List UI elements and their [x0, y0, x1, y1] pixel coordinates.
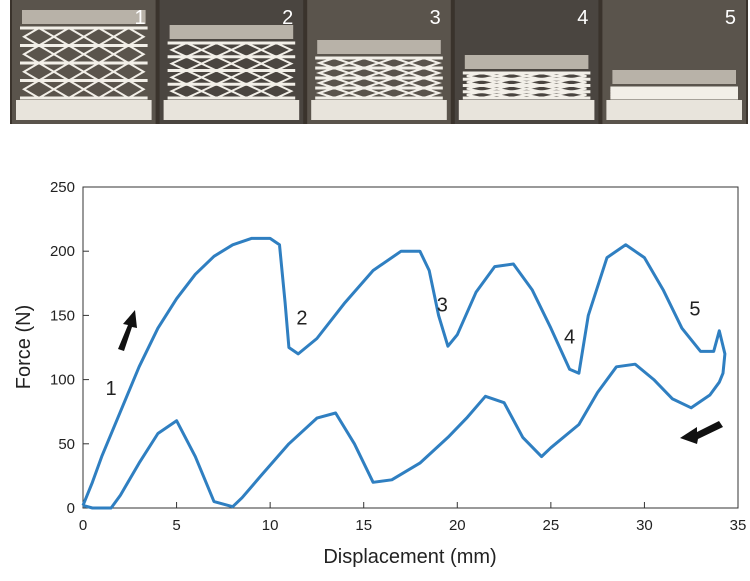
photo-strip: 1 2 3 4 5: [10, 0, 748, 124]
lattice-cell: [258, 55, 294, 72]
lattice-cell: [556, 84, 587, 93]
photo-label: 4: [577, 7, 588, 29]
photo-label: 3: [430, 7, 441, 29]
lattice-cell: [111, 79, 146, 100]
state-annotation: 2: [296, 307, 307, 329]
y-tick-label: 150: [50, 307, 75, 324]
x-tick-label: 35: [730, 517, 747, 534]
y-axis-label: Force (N): [13, 305, 35, 389]
force-curve: [81, 236, 727, 510]
base: [606, 100, 742, 120]
base: [311, 100, 447, 120]
platen: [464, 55, 589, 69]
y-tick-label: 200: [50, 243, 75, 260]
y-tick-label: 0: [67, 500, 75, 517]
lattice-cell: [704, 94, 735, 100]
lattice-cell: [111, 26, 146, 47]
x-tick-label: 25: [543, 517, 560, 534]
photo-label: 5: [725, 7, 736, 29]
lattice-cell: [258, 83, 294, 100]
plot: Displacement (mm) Force (N) 0 5 10 15 20 25 30…: [13, 179, 746, 568]
x-tick-label: 0: [79, 517, 87, 534]
y-tick-label: 50: [58, 436, 75, 453]
platen: [22, 10, 146, 24]
x-axis-label: Displacement (mm): [323, 546, 496, 568]
lattice-cell: [405, 86, 442, 100]
photo-label: 2: [282, 7, 293, 29]
state-annotation: 1: [106, 378, 117, 400]
base: [163, 100, 300, 120]
lattice-cell: [111, 44, 146, 65]
x-tick-label: 15: [355, 517, 372, 534]
platen: [612, 70, 736, 84]
y-tick-label: 250: [50, 179, 75, 196]
x-tick-label: 5: [172, 517, 180, 534]
lattice-cell: [556, 90, 587, 100]
lattice-cell: [258, 41, 294, 58]
lattice-cell: [111, 61, 146, 82]
unloading-arrow: [680, 421, 723, 444]
x-tick-label: 10: [262, 517, 279, 534]
lattice-cell: [556, 78, 587, 87]
lattice-cell: [405, 56, 442, 70]
x-tick-label: 30: [636, 517, 653, 534]
platen: [317, 40, 441, 54]
y-tick-label: 100: [50, 372, 75, 389]
state-annotation: 5: [689, 298, 700, 320]
x-tick-label: 20: [449, 517, 466, 534]
base: [458, 100, 595, 120]
lattice-cell: [556, 71, 587, 81]
state-annotation: 3: [437, 295, 448, 317]
lattice-cell: [258, 69, 294, 86]
state-annotation: 4: [564, 327, 575, 349]
base: [16, 100, 152, 120]
photo-label: 1: [134, 7, 145, 29]
platen: [169, 25, 294, 39]
loading-arrow: [118, 310, 137, 351]
lattice-cell: [405, 76, 442, 90]
axes-box: [82, 186, 739, 509]
lattice-cell: [405, 66, 442, 80]
